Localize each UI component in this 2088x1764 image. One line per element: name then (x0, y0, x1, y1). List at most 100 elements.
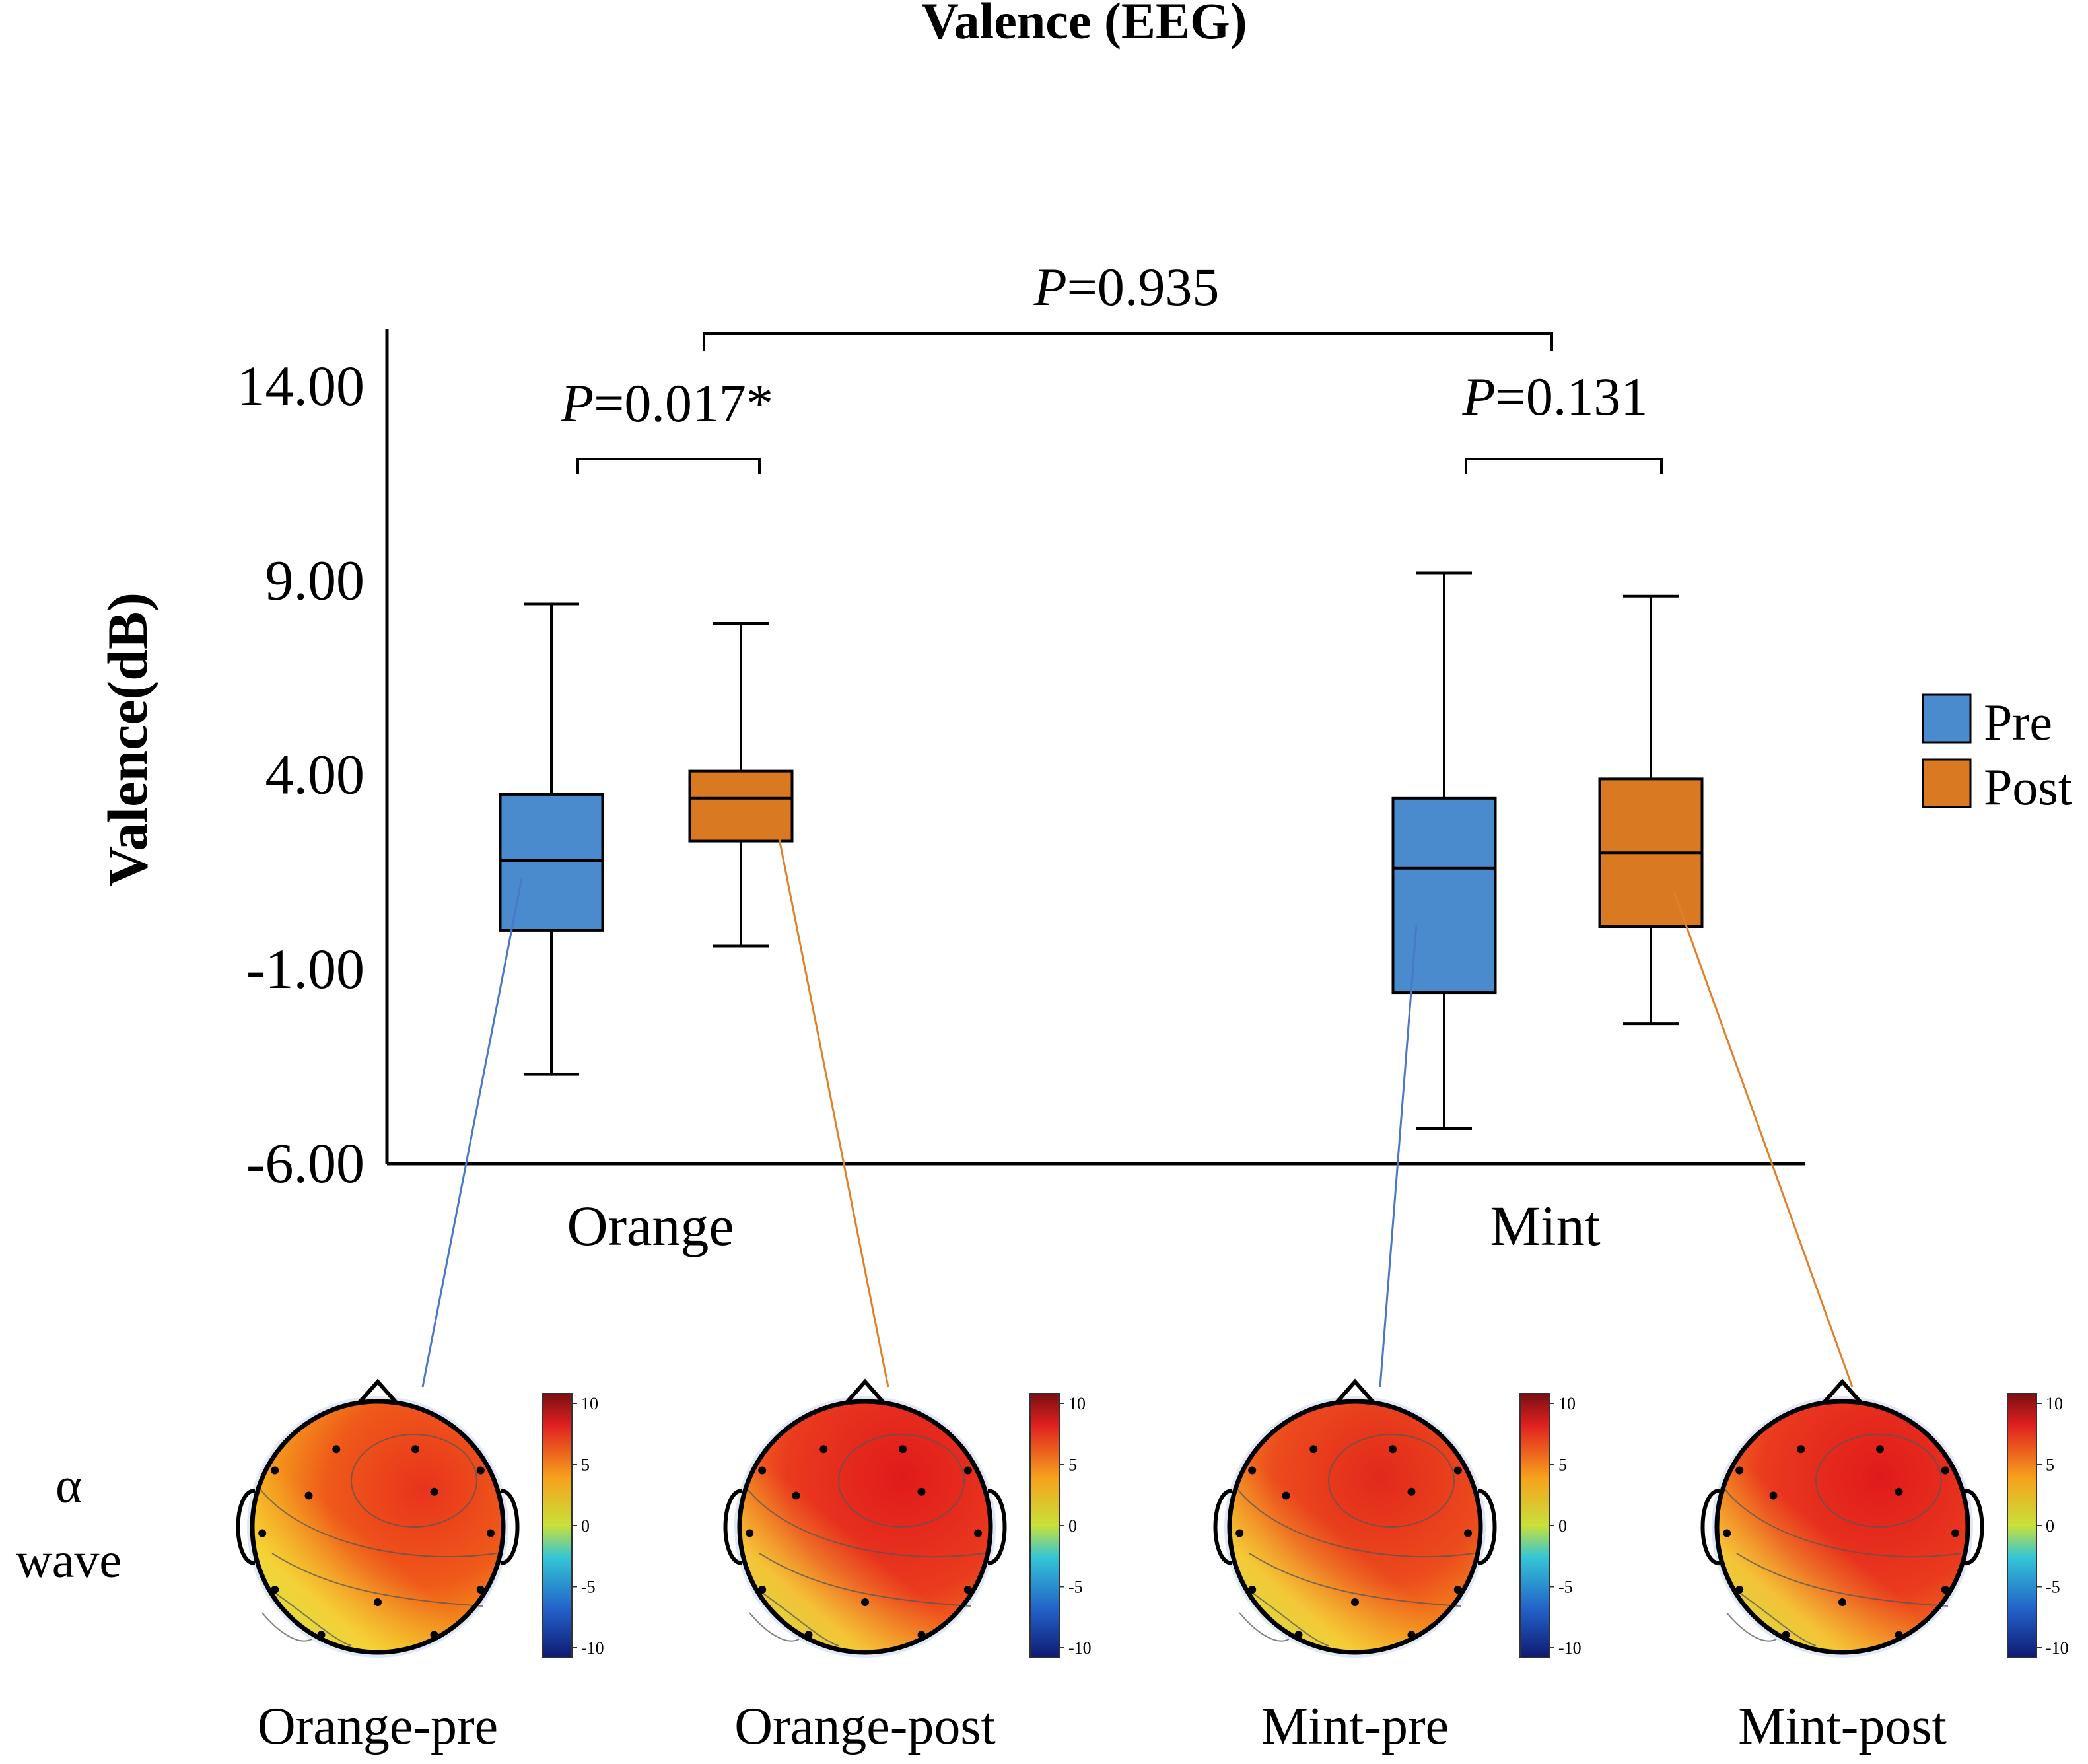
box-mint-post (1598, 594, 1704, 1026)
colorbar-label-3: -5 (1558, 1578, 1573, 1597)
contour-2 (1235, 1487, 1475, 1558)
connector-mint-pre (1379, 924, 1418, 1388)
colorbar-label-2: 0 (2046, 1516, 2054, 1535)
electrode-0 (1309, 1445, 1318, 1454)
electrode-2 (1735, 1466, 1744, 1475)
legend-swatch-pre (1922, 693, 1972, 744)
legend-label-post: Post (1984, 758, 2073, 816)
y-tick-2: 4.00 (265, 743, 365, 806)
nose (1333, 1378, 1377, 1405)
head-outline (737, 1399, 993, 1655)
electrode-0 (819, 1445, 828, 1454)
chart-title: Valence (EEG) (921, 0, 1247, 50)
y-tick-labels: 14.00 9.00 4.00 -1.00 -6.00 (237, 354, 365, 1195)
colorbar-label-0: 10 (1558, 1394, 1576, 1413)
electrode-3 (1453, 1466, 1462, 1475)
head-shade (740, 1401, 991, 1652)
electrode-6 (258, 1529, 267, 1537)
colorbar (542, 1393, 573, 1658)
left-ear (723, 1489, 743, 1565)
p-value-between: P=0.935 (1033, 257, 1220, 317)
x-tick-label-mint: Mint (1490, 1194, 1600, 1257)
topomap-mint-post: 10 5 0 -5 -10 Mint-post (1700, 1378, 2069, 1755)
electrode-4 (304, 1491, 313, 1500)
nose (1821, 1378, 1864, 1405)
electrode-1 (411, 1445, 419, 1454)
electrode-7 (974, 1529, 982, 1537)
y-tick-4: -6.00 (246, 1131, 365, 1195)
right-ear (1477, 1489, 1497, 1565)
electrode-7 (1464, 1529, 1472, 1537)
connector-mint-post (1673, 891, 1854, 1388)
electrode-1 (899, 1445, 907, 1454)
contour-1 (351, 1434, 477, 1528)
colorbar (1029, 1393, 1060, 1658)
topomap-label-1: Orange-post (734, 1697, 995, 1755)
electrode-6 (1235, 1529, 1244, 1537)
electrode-7 (487, 1529, 495, 1537)
electrode-8 (1735, 1586, 1744, 1594)
contour-2 (746, 1487, 985, 1558)
electrode-10 (804, 1631, 813, 1639)
contour-3 (271, 1553, 484, 1607)
electrode-0 (332, 1445, 341, 1454)
colorbar-label-0: 10 (2046, 1394, 2063, 1413)
electrode-10 (1294, 1631, 1303, 1639)
electrode-12 (861, 1598, 869, 1606)
head-shade (1717, 1401, 1968, 1652)
colorbar-label-2: 0 (581, 1516, 590, 1535)
contours (1723, 1434, 1962, 1646)
head-shade (1230, 1401, 1480, 1652)
box-mint-pre (1391, 571, 1497, 1131)
topomap-mint-pre: 10 5 0 -5 -10 Mint-pre (1213, 1378, 1582, 1755)
head-outline (1714, 1399, 1970, 1655)
bracket-between (703, 332, 1553, 351)
colorbar-label-4: -10 (1068, 1639, 1092, 1658)
contour-4 (1242, 1586, 1329, 1646)
colorbar-label-4: -10 (581, 1639, 604, 1658)
electrode-3 (1941, 1466, 1949, 1475)
contour-2 (258, 1487, 497, 1558)
electrode-5 (917, 1487, 926, 1496)
electrode-11 (1895, 1631, 1903, 1639)
electrode-5 (1407, 1487, 1416, 1496)
legend: Pre Post (1922, 693, 2073, 816)
contours (1235, 1434, 1475, 1646)
electrode-5 (430, 1487, 438, 1496)
electrode-2 (758, 1466, 767, 1475)
colorbar-label-1: 5 (1068, 1456, 1077, 1475)
colorbar-label-4: -10 (1558, 1639, 1582, 1658)
y-tick-1: 9.00 (265, 548, 365, 612)
p-value-orange: P=0.017* (560, 373, 773, 433)
nose (843, 1378, 887, 1405)
electrode-9 (1941, 1586, 1949, 1594)
electrode-10 (1782, 1631, 1790, 1639)
contour-3 (1736, 1553, 1949, 1607)
legend-swatch-post (1922, 758, 1972, 808)
bracket-orange (576, 458, 761, 474)
y-axis-label: Valence(dB) (96, 592, 159, 887)
colorbar-label-0: 10 (581, 1394, 598, 1413)
topomap-label-3: Mint-post (1738, 1697, 1947, 1755)
electrode-1 (1876, 1445, 1884, 1454)
electrode-8 (758, 1586, 767, 1594)
colorbar-label-1: 5 (2046, 1456, 2054, 1475)
electrode-0 (1797, 1445, 1805, 1454)
electrode-6 (746, 1529, 754, 1537)
box-orange-pre (499, 602, 604, 1076)
colorbar (1519, 1393, 1550, 1658)
topomaps: 1050-5-10Orange-pre1050-5-10Orange-post1… (236, 1378, 2069, 1755)
electrode-6 (1723, 1529, 1731, 1537)
topomap-orange-post: 10 5 0 -5 -10 Orange-post (723, 1378, 1092, 1755)
box-orange-post (688, 621, 794, 948)
electrode-4 (1282, 1491, 1290, 1500)
electrode-10 (317, 1631, 326, 1639)
x-tick-label-orange: Orange (567, 1194, 734, 1257)
electrode-8 (1248, 1586, 1257, 1594)
electrode-4 (792, 1491, 800, 1500)
electrode-8 (271, 1586, 279, 1594)
electrode-12 (1838, 1598, 1846, 1606)
contour-1 (838, 1434, 965, 1528)
boxplots (499, 571, 1704, 1131)
